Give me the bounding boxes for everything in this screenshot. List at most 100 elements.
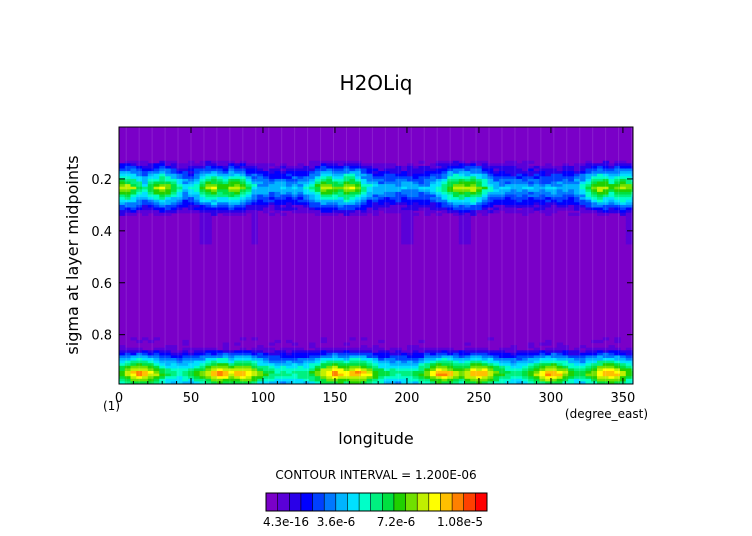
contour-cell [378,176,385,180]
contour-cell [378,347,385,351]
contour-cell [407,176,414,180]
contour-cell [378,199,385,203]
contour-cell [562,363,569,367]
contour-cell [453,171,460,175]
contour-cell [159,368,166,372]
contour-cell [280,194,287,198]
contour-cell [527,350,535,354]
contour-cell [205,355,212,359]
contour-cell [383,352,391,356]
contour-cell [631,168,633,172]
contour-cell [268,173,276,177]
contour-cell [332,165,339,170]
contour-cell [430,371,437,375]
contour-cell [510,345,517,349]
contour-cell [239,371,247,375]
x-axis: 0 50 100 150 200 250 300 350 [115,127,635,406]
contour-cell [522,373,529,377]
contour-cell [337,171,345,175]
contour-cell [527,204,535,209]
contour-cell [228,202,235,206]
contour-cell [124,373,132,377]
contour-cell [481,373,489,377]
contour-cell [625,233,633,237]
contour-cell [188,202,195,206]
contour-cell [239,360,247,364]
contour-cell [326,178,333,183]
contour-cell [585,186,592,190]
contour-cell [332,163,339,167]
contour-cell [602,363,610,367]
contour-cell [234,176,241,180]
contour-cell [516,204,523,209]
contour-cell [136,194,143,198]
contour-cell [412,197,420,201]
contour-cell [188,171,195,175]
contour-cell [211,184,218,188]
contour-cell [119,350,126,354]
contour-cell [263,204,270,209]
contour-cell [326,376,333,380]
contour-cell [170,178,178,183]
contour-cell [268,381,276,384]
contour-cell [579,189,587,193]
contour-cell [182,199,189,203]
contour-cell [222,202,230,206]
contour-cell [263,163,270,167]
contour-cell [430,365,437,369]
contour-cell [574,163,581,167]
contour-cell [360,365,368,369]
contour-cell [602,199,610,203]
contour-cell [412,189,420,193]
contour-cell [574,352,581,356]
contour-cell [337,373,345,377]
contour-cell [458,184,466,188]
contour-cell [326,160,333,164]
contour-cell [360,347,368,351]
contour-cell [343,189,350,193]
contour-cell [378,378,385,382]
contour-cell [418,373,425,377]
contour-cell [481,368,489,372]
contour-cell [119,181,126,185]
contour-cell [159,352,166,356]
contour-cell [297,197,304,201]
contour-cell [153,350,160,354]
contour-cell [504,171,512,175]
contour-cell [504,191,512,196]
contour-cell [136,350,143,354]
contour-cell [504,210,512,214]
contour-cell [349,355,356,359]
contour-cell [504,355,512,359]
contour-cell [268,371,276,375]
contour-cell [193,350,201,354]
contour-cell [130,358,137,362]
contour-cell [447,165,454,170]
contour-cell [222,345,230,349]
contour-cell [274,373,281,377]
colorbar-swatch [277,493,290,511]
contour-cell [274,199,281,203]
contour-cell [136,339,143,344]
contour-cell [545,210,552,214]
contour-cell [136,160,143,164]
contour-cell [602,358,610,362]
contour-cell [320,163,327,167]
contour-cell [499,168,506,172]
contour-cell [332,365,339,369]
contour-cell [216,191,224,196]
contour-cell [631,360,633,364]
contour-cell [337,347,345,351]
contour-cell [585,373,592,377]
contour-cell [251,352,258,356]
contour-cell [228,171,235,175]
contour-cell [343,378,350,382]
contour-cell [522,212,529,216]
contour-cell [510,160,517,164]
contour-cell [147,371,155,375]
contour-cell [182,376,189,380]
contour-cell [320,191,327,196]
colorbar-tick-label: 1.08e-5 [437,515,483,529]
contour-cell [303,204,310,209]
contour-cell [458,371,466,375]
